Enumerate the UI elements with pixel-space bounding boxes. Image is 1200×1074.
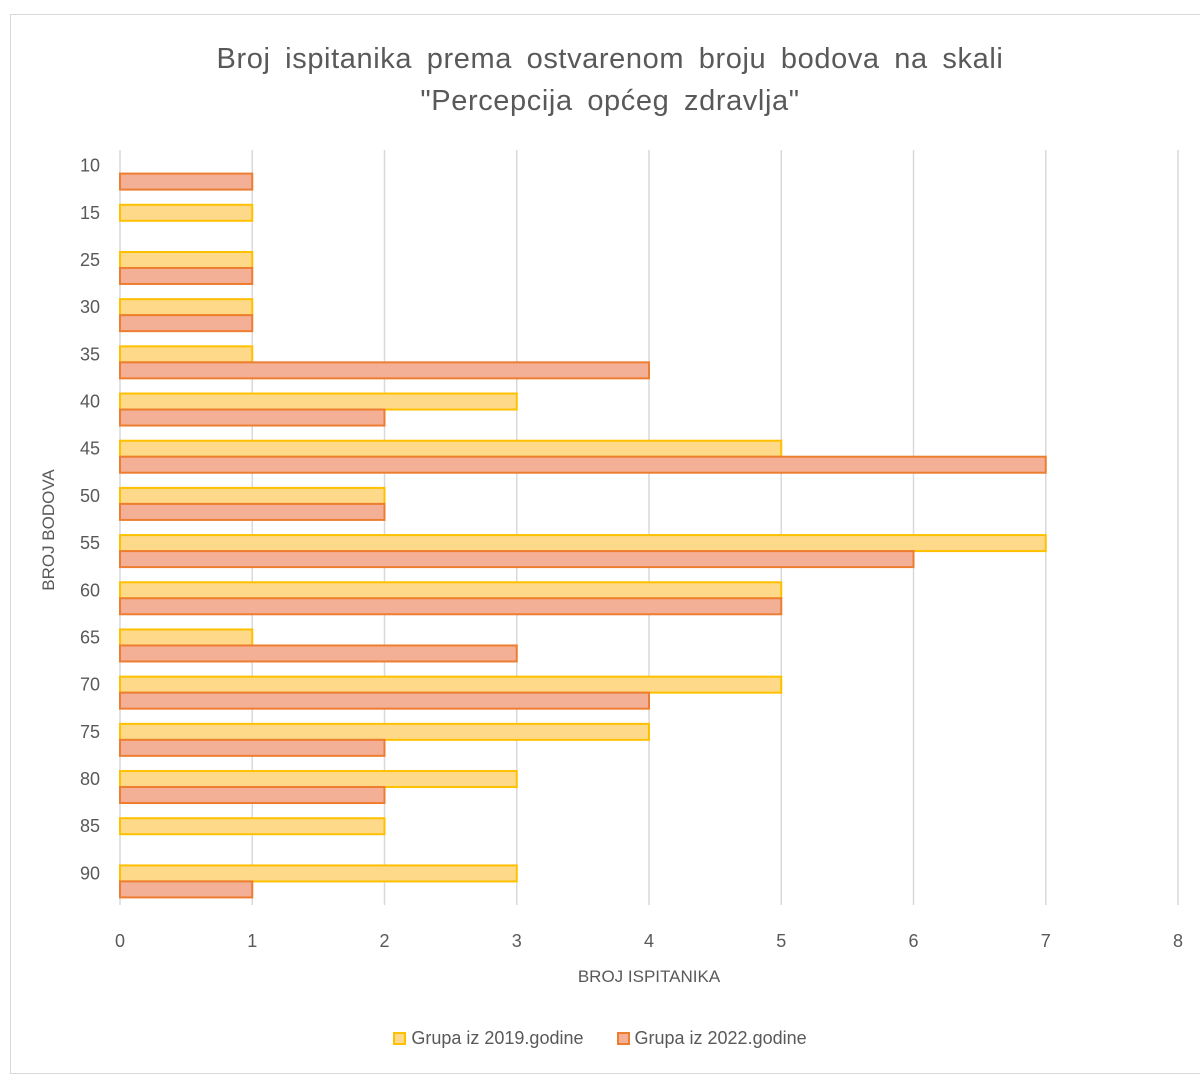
bar-2019-80: [119, 770, 518, 789]
bar-2019-60: [119, 581, 783, 600]
x-tick-label: 2: [379, 931, 389, 951]
bar-2022-30: [119, 314, 254, 333]
bar-2022-45: [119, 455, 1047, 474]
x-tick-label: 5: [776, 931, 786, 951]
y-tick-label: 45: [80, 439, 100, 459]
y-tick-label: 90: [80, 863, 100, 883]
bar-2022-10: [119, 172, 254, 191]
y-tick-label: 55: [80, 533, 100, 553]
bar-2022-60: [119, 597, 783, 616]
bar-2019-55: [119, 534, 1047, 553]
legend-swatch-2019: [393, 1032, 407, 1045]
chart-title-line-2: "Percepcija općeg zdravlja": [420, 85, 800, 117]
y-tick-label: 10: [80, 156, 100, 176]
y-tick-label: 30: [80, 297, 100, 317]
legend-item-2022: Grupa iz 2022.godine: [616, 1028, 807, 1049]
x-tick-label: 7: [1041, 931, 1051, 951]
x-tick-label: 1: [247, 931, 257, 951]
bar-2022-70: [119, 691, 650, 710]
bar-2019-50: [119, 486, 386, 505]
y-tick-label: 50: [80, 486, 100, 506]
x-tick-label: 8: [1173, 931, 1183, 951]
bar-2019-75: [119, 722, 650, 741]
legend-swatch-2022: [616, 1032, 630, 1045]
bar-2019-30: [119, 298, 254, 317]
bar-2022-55: [119, 550, 915, 569]
bars: [119, 172, 1047, 899]
legend-label-2019: Grupa iz 2019.godine: [411, 1028, 584, 1048]
x-tick-label: 4: [644, 931, 654, 951]
bar-2022-75: [119, 738, 386, 757]
bar-2022-80: [119, 786, 386, 805]
y-tick-label: 35: [80, 344, 100, 364]
y-tick-label: 15: [80, 203, 100, 223]
y-tick-label: 60: [80, 580, 100, 600]
bar-2019-25: [119, 250, 254, 269]
bar-2022-35: [119, 361, 650, 380]
y-tick-label: 25: [80, 250, 100, 270]
bar-2019-70: [119, 675, 783, 694]
bar-2019-45: [119, 439, 783, 458]
y-tick-label: 65: [80, 627, 100, 647]
bar-2019-40: [119, 392, 518, 411]
y-axis-label: BROJ BODOVA: [39, 469, 58, 591]
x-tick-label: 3: [512, 931, 522, 951]
bar-2022-50: [119, 502, 386, 521]
bar-2019-15: [119, 203, 254, 222]
bar-2019-90: [119, 864, 518, 883]
bar-2022-40: [119, 408, 386, 427]
x-axis-label: BROJ ISPITANIKA: [578, 967, 721, 986]
y-tick-label: 40: [80, 392, 100, 412]
x-tick-label: 6: [908, 931, 918, 951]
y-tick-label: 75: [80, 722, 100, 742]
bar-2019-35: [119, 345, 254, 364]
y-tick-labels: 10 15 25 30 35 40 45 50 55 60 65 70 75 80 85 90: [80, 156, 100, 884]
bar-2019-65: [119, 628, 254, 647]
legend-label-2022: Grupa iz 2022.godine: [634, 1028, 807, 1048]
y-tick-label: 80: [80, 769, 100, 789]
legend-item-2019: Grupa iz 2019.godine: [393, 1028, 583, 1049]
bar-2022-25: [119, 266, 254, 285]
bar-2019-85: [119, 817, 386, 836]
x-tick-label: 0: [115, 931, 125, 951]
x-tick-labels: 0 1 2 3 4 5 6 7 8: [115, 931, 1183, 951]
bar-2022-65: [119, 644, 518, 663]
bar-2022-90: [119, 880, 254, 899]
y-tick-label: 70: [80, 675, 100, 695]
chart-title: Broj ispitanika prema ostvarenom broju b…: [0, 38, 1200, 122]
y-tick-label: 85: [80, 816, 100, 836]
legend: Grupa iz 2019.godine Grupa iz 2022.godin…: [0, 1028, 1200, 1050]
chart-title-line-1: Broj ispitanika prema ostvarenom broju b…: [216, 43, 1004, 75]
